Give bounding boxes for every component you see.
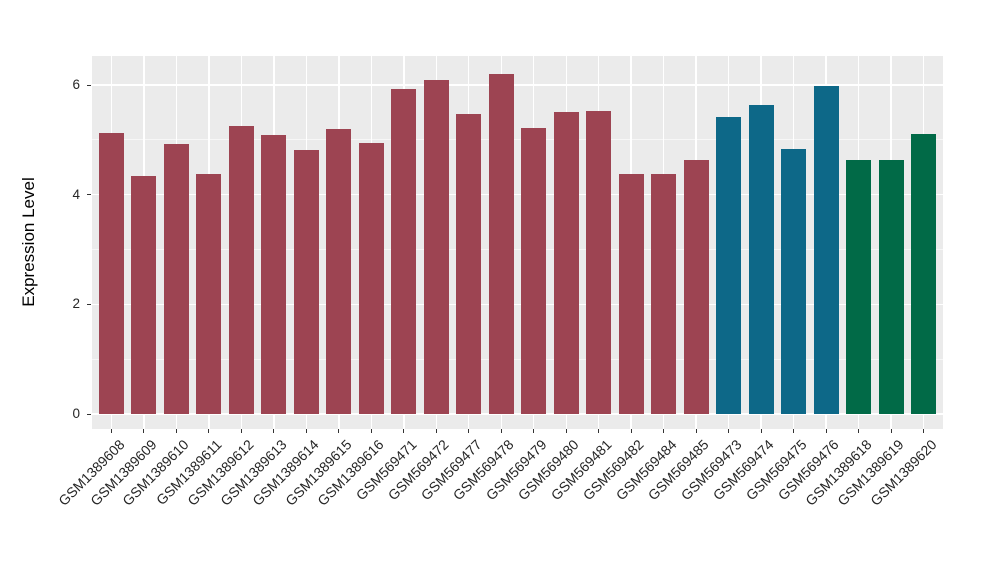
y-axis-title: Expression Level [19,177,38,307]
bar-GSM569477 [456,113,482,414]
plot-panel [92,56,943,429]
y-major-gridline [92,413,943,415]
x-tick-mark [533,429,535,433]
bar-GSM1389610 [163,143,189,414]
bar-GSM1389614 [293,149,319,414]
bar-GSM569482 [618,173,644,414]
bar-GSM1389618 [846,160,872,414]
y-tick-label: 6 [72,77,80,93]
x-tick-mark [175,429,177,433]
y-major-gridline [92,303,943,306]
bar-GSM569476 [813,85,839,414]
y-tick-label: 4 [72,186,80,202]
y-tick-mark [87,413,91,415]
bar-GSM1389613 [261,135,287,414]
y-tick-mark [87,84,91,86]
y-minor-gridline [92,358,943,360]
x-tick-mark [890,429,892,433]
bar-GSM569471 [391,88,417,414]
bar-GSM569484 [651,173,677,414]
x-tick-mark [793,429,795,433]
x-tick-mark [630,429,632,433]
x-tick-mark [208,429,210,433]
bar-GSM569475 [781,148,807,414]
bar-GSM569485 [683,160,709,414]
x-tick-mark [923,429,924,433]
x-tick-mark [338,429,340,433]
y-major-gridline [92,84,943,86]
bar-GSM569473 [716,116,742,414]
y-tick-mark [87,303,91,305]
x-tick-mark [500,429,502,433]
x-tick-mark [468,429,470,433]
x-tick-mark [695,429,697,433]
x-tick-mark [858,429,860,433]
y-minor-gridline [92,249,943,250]
x-tick-mark [760,429,762,433]
bar-GSM569474 [748,105,774,414]
bar-GSM1389619 [878,160,904,414]
x-tick-mark [598,429,600,433]
x-tick-mark [435,429,437,433]
bar-GSM569481 [586,111,612,414]
y-tick-mark [87,194,91,196]
x-tick-mark [565,429,567,433]
bar-GSM1389612 [228,125,254,414]
bar-GSM1389615 [326,128,352,414]
x-tick-mark [825,429,827,433]
bar-GSM569479 [521,127,547,414]
bar-GSM1389620 [911,134,936,414]
x-tick-mark [663,429,665,433]
x-tick-mark [728,429,730,433]
x-tick-mark [143,429,145,433]
x-tick-mark [370,429,372,433]
bar-GSM569480 [553,112,579,414]
x-tick-mark [240,429,242,433]
bar-GSM1389608 [98,133,124,414]
bar-GSM1389616 [358,143,384,414]
y-major-gridline [92,193,943,196]
y-tick-label: 2 [72,296,80,312]
bar-GSM569478 [488,73,514,414]
y-minor-gridline [92,139,943,141]
x-tick-mark [110,429,112,433]
bar-GSM1389609 [131,175,157,414]
bar-GSM569472 [423,79,449,414]
x-tick-mark [305,429,307,433]
y-tick-label: 0 [72,406,80,421]
x-tick-mark [273,429,275,433]
bar-GSM1389611 [196,174,222,414]
x-tick-mark [403,429,405,433]
